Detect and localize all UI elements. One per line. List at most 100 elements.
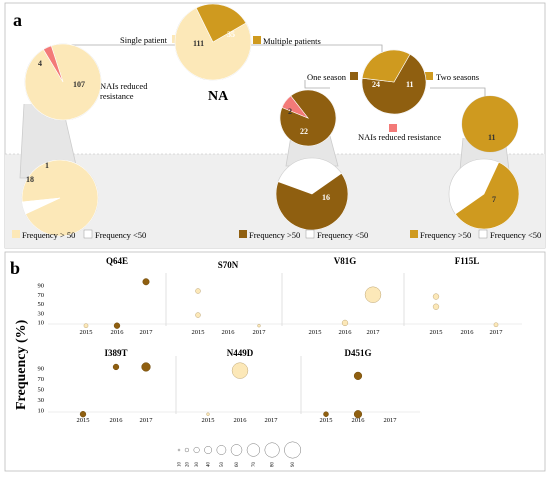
bubble-point: [206, 412, 210, 416]
single-patient-pie: 107 4: [24, 43, 102, 121]
bubble-xtick: 2015: [320, 417, 333, 424]
size-legend-label: 90: [291, 462, 296, 468]
root-pie-slice-1: [195, 3, 247, 43]
single-patient-pie-slice-1: [43, 45, 64, 83]
bubble-xtick: 2017: [265, 417, 279, 424]
size-legend-label: 60: [235, 462, 240, 468]
bubble-point: [113, 322, 121, 329]
one-season-label: One season: [307, 72, 347, 82]
size-legend-label: 40: [207, 462, 212, 468]
bubble-xtick: 2016: [222, 329, 236, 336]
bubble-xtick: 2016: [111, 329, 125, 336]
bubble-ytick: 90: [38, 283, 45, 290]
bubble-panel-i389t: I389T 10 30 50 70 90 2015 2016 2017: [38, 348, 176, 424]
bubble-point: [195, 288, 201, 294]
bubble-ytick: 70: [38, 376, 45, 383]
bubble-xtick: 2017: [367, 329, 381, 336]
bubble-panel-title: I389T: [104, 348, 127, 358]
one-season-pie: 222: [279, 89, 337, 147]
size-legend-circle: [193, 446, 200, 454]
bubble-xtick: 2015: [309, 329, 322, 336]
frequency-pie-2-slice-0: [275, 172, 349, 231]
bubble-xtick: 2015: [430, 329, 443, 336]
freq2-low-label: Frequency <50: [317, 230, 368, 240]
bubble-point: [257, 324, 261, 328]
freq1-high-swatch: [12, 230, 20, 238]
frequency-pie-1: 18 1: [21, 159, 99, 237]
bubble-panel-title: S70N: [218, 260, 239, 270]
freq2-high-swatch: [239, 230, 247, 238]
bubble-ytick: 30: [38, 310, 45, 317]
freq1-high-label: Frequency > 50: [22, 230, 75, 240]
multiple-patients-pie-slice-0: [361, 53, 427, 115]
na-center-label: NA: [208, 89, 229, 104]
bubble-panel-d451g: D451G 2015 2016 2017: [300, 348, 420, 424]
bubble-point: [83, 323, 89, 329]
bubble-xtick: 2015: [77, 417, 90, 424]
size-legend-circle: [246, 443, 261, 457]
nai-label-line1: NAIs reduced: [100, 81, 148, 91]
bubble-panel-v81g: V81G 2015 2016 2017: [281, 256, 404, 336]
multiple-patients-pie-label-1: 11: [406, 80, 414, 89]
two-seasons-label: Two seasons: [436, 72, 479, 82]
panel-a-letter: a: [13, 10, 22, 30]
bubble-panel-title: V81G: [334, 256, 357, 266]
bubble-ytick: 30: [38, 397, 45, 404]
size-legend-label: 50: [220, 462, 225, 468]
bubble-point: [432, 303, 440, 310]
bubble-ytick: 50: [38, 387, 45, 394]
frequency-pie-2: 16: [275, 157, 349, 231]
frequency-pie-1-slice-1: [21, 197, 61, 215]
bubble-xtick: 2017: [140, 329, 154, 336]
nai-swatch-2: [389, 124, 397, 132]
bubble-panel-f115l: F115L 2015 2016 2017: [403, 256, 522, 336]
size-legend-label: 20: [185, 462, 190, 468]
bubble-point: [112, 363, 120, 371]
bubble-ytick: 90: [38, 366, 45, 373]
frequency-legend-2: Frequency >50 Frequency <50: [239, 229, 368, 240]
size-legend: 10 20 30 40 50 60 70 80 90: [177, 441, 302, 468]
size-legend-circle: [184, 447, 190, 453]
freq2-high-label: Frequency >50: [249, 230, 300, 240]
bubble-panel-title: D451G: [345, 348, 372, 358]
bubble-xtick: 2015: [80, 329, 93, 336]
size-legend-label: 80: [271, 462, 276, 468]
bubble-point: [141, 362, 151, 372]
bubble-panel-n449d: N449D 2015 2016 2017: [175, 348, 301, 424]
bubble-point: [364, 286, 382, 303]
multiple-patients-label: Multiple patients: [263, 36, 321, 46]
bubble-point: [142, 278, 150, 286]
root-pie-slice-0: [174, 7, 252, 81]
bubble-xtick: 2016: [352, 417, 366, 424]
bubble-ytick: 10: [38, 408, 45, 415]
root-pie-label-1: 35: [227, 30, 235, 39]
bubble-panel-title: F115L: [455, 256, 480, 266]
two-seasons-swatch: [425, 72, 433, 80]
bubble-charts: Q64E 10 30 50 70 90 2015 2016 2017 S70N 2015 2016 20…: [38, 256, 522, 424]
size-legend-circle: [230, 444, 243, 456]
two-seasons-pie: 11: [461, 95, 519, 153]
single-patient-label: Single patient: [120, 35, 168, 45]
size-legend-circle: [264, 442, 280, 458]
frequency-pie-3-label-0: 7: [492, 195, 496, 204]
nai-label-full: NAIs reduced resistance: [358, 132, 441, 142]
multiple-patients-pie-label-0: 24: [372, 80, 380, 89]
bubble-panel-title: Q64E: [106, 256, 128, 266]
bubble-panel-s70n: S70N 2015 2016 2017: [165, 260, 282, 336]
frequency-legend-3: Frequency >50 Frequency <50: [410, 229, 541, 240]
bubble-point: [353, 410, 363, 419]
size-legend-circle: [204, 446, 213, 454]
size-legend-circle: [284, 441, 302, 459]
bubble-point: [432, 293, 440, 300]
panel-b-ylabel: Frequency (%): [14, 319, 29, 410]
one-season-pie-label-0: 22: [300, 127, 308, 136]
bubble-point: [195, 312, 201, 318]
multiple-patients-pie-slice-1: [361, 49, 411, 83]
one-season-swatch: [350, 72, 358, 80]
multiple-patients-swatch: [253, 36, 261, 44]
size-legend-circle: [177, 448, 181, 452]
bubble-xtick: 2016: [234, 417, 248, 424]
one-season-pie-slice-1: [281, 95, 309, 119]
bubble-point: [341, 319, 349, 327]
